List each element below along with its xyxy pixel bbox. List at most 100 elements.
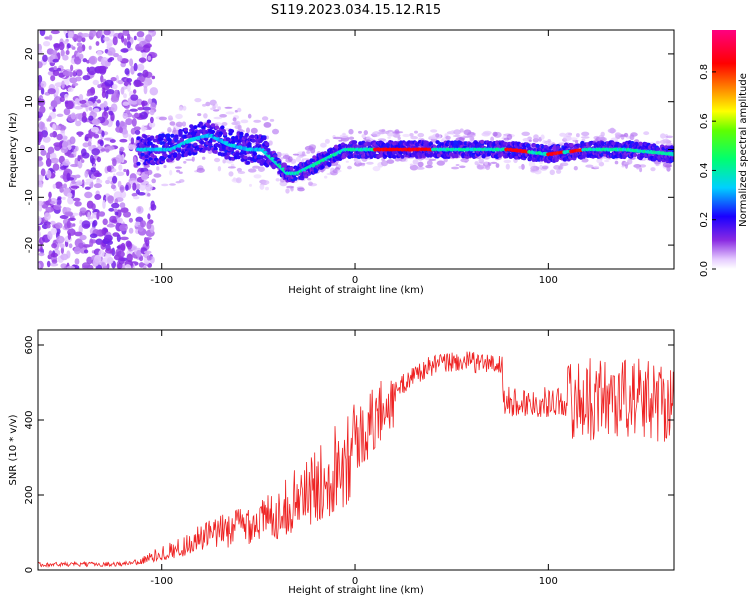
heatmap-cell <box>176 148 182 153</box>
heatmap-cell <box>521 131 530 136</box>
heatmap-cell <box>614 160 619 165</box>
heatmap-cell <box>110 77 117 82</box>
heatmap-cell <box>148 121 156 128</box>
heatmap-cell <box>143 164 150 168</box>
heatmap-cell <box>137 192 146 196</box>
heatmap-cell <box>50 201 56 205</box>
heatmap-cell <box>306 150 311 154</box>
heatmap-cell <box>124 264 132 269</box>
heatmap-cell <box>235 177 242 184</box>
heatmap-cell <box>87 66 97 76</box>
heatmap-cell <box>48 106 54 110</box>
heatmap-cell <box>178 131 183 136</box>
heatmap-cell <box>633 164 642 168</box>
heatmap-cell <box>38 200 44 206</box>
heatmap-cell <box>74 231 83 237</box>
snr-line <box>38 351 674 569</box>
heatmap-cell <box>250 127 258 134</box>
heatmap-cell <box>58 41 65 51</box>
heatmap-cell <box>286 185 295 189</box>
y-tick-label: 0 <box>24 567 35 573</box>
heatmap-cell <box>98 211 106 217</box>
y-tick-label: -10 <box>24 189 35 205</box>
heatmap-cell <box>478 158 485 164</box>
heatmap-cell <box>147 213 151 220</box>
heatmap-cell <box>81 37 86 43</box>
heatmap-cell <box>62 140 68 150</box>
heatmap-cell <box>414 130 418 134</box>
heatmap-cell <box>84 191 93 199</box>
heatmap-cell <box>176 169 181 173</box>
heatmap-cell <box>124 68 130 75</box>
heatmap-cell <box>581 136 590 139</box>
heatmap-cell <box>576 133 580 138</box>
snr-x-axis-label: Height of straight line (km) <box>288 585 424 596</box>
heatmap-cell <box>125 184 129 191</box>
heatmap-cell <box>257 166 265 172</box>
heatmap-cell <box>45 158 52 167</box>
heatmap-cell <box>347 165 352 170</box>
heatmap-cell <box>259 155 264 160</box>
heatmap-cell <box>116 245 121 249</box>
heatmap-cell <box>120 48 129 53</box>
heatmap-cell <box>119 184 125 193</box>
heatmap-cell <box>101 130 105 137</box>
heatmap-cell <box>253 119 262 123</box>
heatmap-cell <box>116 217 123 224</box>
heatmap-cell <box>332 169 338 174</box>
heatmap-cell <box>50 220 56 225</box>
heatmap-cell <box>542 165 549 170</box>
heatmap-cell <box>123 38 128 46</box>
heatmap-cell <box>114 211 119 216</box>
heatmap-cell <box>93 133 100 139</box>
heatmap-cell <box>655 140 660 145</box>
heatmap-cell <box>89 233 98 239</box>
heatmap-cell <box>392 154 397 159</box>
heatmap-cell <box>38 49 43 55</box>
heatmap-cell <box>128 217 133 223</box>
heatmap-cell <box>123 211 131 218</box>
heatmap-cell <box>70 185 80 189</box>
heatmap-cell <box>87 141 92 147</box>
heatmap-cell <box>179 137 184 142</box>
heatmap-cell <box>131 118 137 127</box>
heatmap-cell <box>469 136 475 141</box>
heatmap-cell <box>75 199 79 207</box>
heatmap-cell <box>115 74 119 83</box>
heatmap-cell <box>453 129 461 135</box>
heatmap-cell <box>38 230 41 239</box>
heatmap-cell <box>67 144 72 151</box>
heatmap-cell <box>70 112 76 120</box>
colorbar-ticks: 0.0 0.2 0.4 0.6 0.8 <box>699 64 716 277</box>
x-tick-label: 0 <box>352 576 358 587</box>
heatmap-cell <box>140 152 145 157</box>
heatmap-cell <box>409 164 419 171</box>
heatmap-cell <box>259 184 265 190</box>
heatmap-cell <box>95 41 100 46</box>
heatmap-cell <box>570 137 578 141</box>
heatmap-cell <box>650 167 656 172</box>
heatmap-cell <box>119 127 123 134</box>
heatmap-cell <box>128 227 134 234</box>
heatmap-cell <box>132 182 137 191</box>
heatmap-cell <box>65 50 70 55</box>
heatmap-cell <box>105 148 110 153</box>
heatmap-cell <box>149 109 155 116</box>
heatmap-cell <box>289 166 294 171</box>
heatmap-cell <box>333 136 342 140</box>
heatmap-cell <box>170 133 175 138</box>
heatmap-cell <box>38 180 43 188</box>
heatmap-cell <box>74 56 82 65</box>
heatmap-cell <box>167 115 173 121</box>
heatmap-cell <box>50 30 60 35</box>
heatmap-cell <box>98 249 105 258</box>
heatmap-cell <box>451 166 460 170</box>
heatmap-cell <box>263 122 272 128</box>
heatmap-cell <box>89 30 97 37</box>
heatmap-cell <box>495 163 500 168</box>
heatmap-cell <box>262 136 267 141</box>
heatmap-cell <box>231 140 236 145</box>
heatmap-cell <box>540 134 545 140</box>
heatmap-cell <box>156 166 160 171</box>
heatmap-cell <box>70 163 80 168</box>
